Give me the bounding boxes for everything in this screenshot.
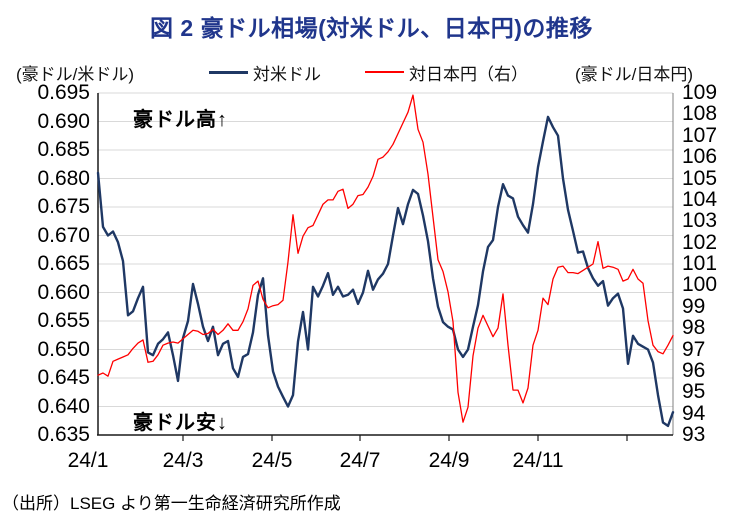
annotation-aud-high: 豪ドル高↑ [133, 109, 228, 131]
x-axis-tick-label: 24/9 [428, 449, 470, 472]
left-axis-tick-label: 0.635 [37, 423, 90, 446]
right-axis-tick-label: 99 [682, 294, 706, 318]
left-axis-tick-label: 0.695 [37, 81, 90, 104]
left-axis-tick-label: 0.675 [37, 195, 90, 218]
annotation-aud-low: 豪ドル安↓ [133, 412, 228, 434]
x-axis-tick-label: 24/11 [512, 449, 564, 472]
right-axis-tick-label: 97 [682, 337, 706, 361]
left-axis-tick-label: 0.660 [37, 280, 90, 304]
right-axis-tick-label: 109 [682, 81, 718, 104]
left-axis-tick-label: 0.665 [37, 252, 90, 275]
right-axis-tick-label: 98 [682, 316, 706, 340]
right-axis-unit-label: (豪ドル/日本円) [575, 65, 694, 84]
legend-label-usd: 対米ドル [253, 64, 321, 84]
legend-line-swatch-jpy-icon [365, 71, 404, 73]
left-axis-unit-label: (豪ドル/米ドル) [16, 65, 135, 84]
legend-line-swatch-usd-icon [209, 70, 248, 74]
series-line-usd [96, 115, 675, 428]
series-line-jpy [97, 94, 674, 423]
right-axis-tick-label: 95 [682, 380, 706, 404]
legend-label-jpy: 対日本円（右） [409, 64, 528, 84]
right-axis-tick-label: 94 [682, 401, 706, 425]
right-axis-tick-label: 93 [682, 423, 706, 446]
right-axis-tick-label: 106 [682, 145, 718, 169]
right-axis-tick-label: 103 [682, 209, 718, 233]
legend-item-jpy: 対日本円（右） [365, 60, 528, 84]
left-axis-tick-label: 0.655 [37, 309, 90, 332]
source-note: （出所）LSEG より第一生命経済研究所作成 [2, 494, 341, 513]
right-axis-tick-label: 107 [682, 123, 718, 147]
right-axis-tick-label: 101 [682, 252, 718, 275]
x-axis-tick-label: 24/1 [67, 449, 109, 472]
right-axis-tick-label: 96 [682, 358, 706, 382]
right-axis-tick-label: 108 [682, 102, 718, 126]
left-axis-tick-label: 0.685 [37, 138, 90, 161]
chart-title: 図 2 豪ドル相場(対米ドル、日本円)の推移 [150, 15, 593, 41]
right-axis-tick-label: 105 [682, 166, 718, 190]
right-axis-tick-label: 104 [682, 187, 718, 211]
x-axis-tick-label: 24/3 [162, 449, 204, 472]
left-axis-tick-label: 0.645 [37, 366, 90, 389]
x-axis-tick-label: 24/7 [339, 449, 381, 472]
x-axis-tick-label: 24/5 [251, 449, 293, 472]
left-axis-tick-label: 0.650 [37, 337, 90, 361]
legend-item-usd: 対米ドル [209, 60, 321, 84]
left-axis-tick-label: 0.670 [37, 223, 90, 247]
left-axis-tick-label: 0.640 [37, 394, 90, 418]
right-axis-tick-label: 102 [682, 230, 718, 254]
left-axis-tick-label: 0.680 [37, 166, 90, 190]
right-axis-tick-label: 100 [682, 273, 718, 297]
left-axis-tick-label: 0.690 [37, 109, 90, 133]
